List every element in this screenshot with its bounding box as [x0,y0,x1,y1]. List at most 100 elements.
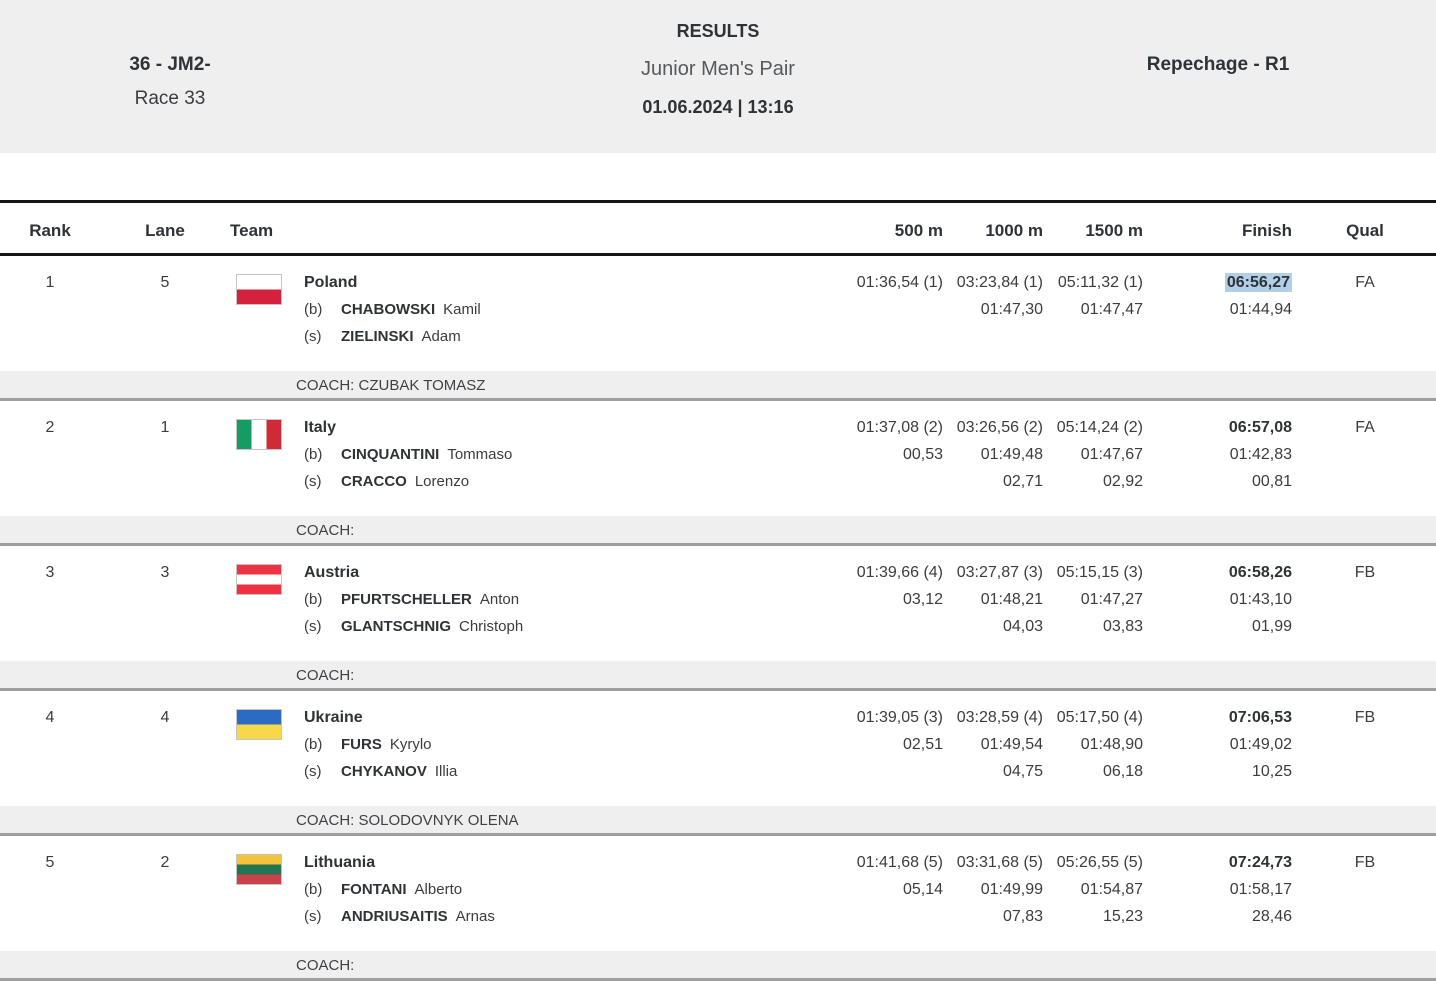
lane-cell: 2 [100,849,230,951]
lane-cell: 3 [100,559,230,661]
qual-value: FA [1355,419,1375,436]
results-table: Rank Lane Team 500 m 1000 m 1500 m Finis… [0,200,1436,981]
result-row: 4 4 Ukraine (b) FURS Kyrylo (s) CHYKANOV Ill… [0,691,1436,836]
result-row: 3 3 Austria (b) PFURTSCHELLER Anton (s) GLA… [0,546,1436,691]
team-text: Poland (b) CHABOWSKI Kamil (s) ZIELINSKI Ada… [304,269,481,371]
column-header-1000m: 1000 m [985,221,1043,240]
finish-time: 06:58,26 [1228,564,1292,581]
coach-row: COACH: [0,661,1436,691]
qual-value: FB [1354,709,1376,726]
seat-label: (s) [304,473,322,490]
coach-label: COACH: CZUBAK TOMASZ [296,377,486,394]
crew-last-name: CINQUANTINI [341,446,440,463]
crew-first-name: Kyrylo [389,736,432,753]
column-header-lane: Lane [145,221,185,240]
lane-value: 2 [160,854,170,871]
event-number: 36 - JM2- [129,53,211,75]
coach-row: COACH: SOLODOVNYK OLENA [0,806,1436,836]
race-identifier-block: 36 - JM2- Race 33 [0,0,340,153]
qual-cell: FB [1310,559,1436,661]
crew-first-name: Lorenzo [414,473,470,490]
finish-cell: 07:06,53 01:49,02 10,25 [1228,709,1292,780]
split-1000-cell: 03:26,56 (2) 01:49,48 02,71 [956,419,1043,490]
finish-cell: 07:24,73 01:58,17 28,46 [1228,854,1292,925]
split-500-cell: 01:36,54 (1) [856,274,943,291]
country-flag [236,564,282,595]
team-cell: Austria (b) PFURTSCHELLER Anton (s) GLANTSC… [230,559,823,661]
seat-label: (b) [304,446,323,463]
crew-last-name: CHYKANOV [341,763,427,780]
phase-block: Repechage - R1 [1000,0,1436,153]
crew-last-name: CRACCO [341,473,407,490]
table-body: 1 5 Poland (b) CHABOWSKI Kamil (s) ZIELINSK… [0,256,1436,981]
crew-member-stroke: (s) CRACCO Lorenzo [304,468,512,495]
crew-last-name: FONTANI [341,881,407,898]
seat-label: (s) [304,328,322,345]
lane-cell: 5 [100,269,230,371]
crew-first-name: Anton [479,591,520,608]
seat-label: (b) [304,736,323,753]
team-cell: Italy (b) CINQUANTINI Tommaso (s) CRACCO Lor… [230,414,823,516]
crew-first-name: Arnas [455,908,495,925]
split-500-cell: 01:37,08 (2) 00,53 [856,419,943,463]
finish-cell: 06:57,08 01:42,83 00,81 [1228,419,1292,490]
result-row: 1 5 Poland (b) CHABOWSKI Kamil (s) ZIELINSK… [0,256,1436,401]
rank-value: 4 [45,709,55,726]
column-header-qual: Qual [1346,221,1384,240]
column-header-1500m: 1500 m [1085,221,1143,240]
split-1500-cell: 05:26,55 (5) 01:54,87 15,23 [1056,854,1143,925]
column-header-team: Team [230,221,274,240]
qual-value: FB [1354,564,1376,581]
finish-time: 07:06,53 [1228,709,1292,726]
seat-label: (b) [304,591,323,608]
finish-time: 07:24,73 [1228,854,1292,871]
qual-cell: FA [1310,414,1436,516]
team-cell: Poland (b) CHABOWSKI Kamil (s) ZIELINSKI Ada… [230,269,823,371]
column-header-500m: 500 m [894,221,943,240]
rank-cell: 4 [0,704,100,806]
phase-label: Repechage - R1 [1146,54,1290,75]
crew-last-name: PFURTSCHELLER [341,591,472,608]
lane-value: 3 [160,564,170,581]
split-1000-cell: 03:28,59 (4) 01:49,54 04,75 [956,709,1043,780]
lane-cell: 1 [100,414,230,516]
coach-row: COACH: [0,951,1436,981]
crew-member-stroke: (s) ANDRIUSAITIS Arnas [304,903,495,930]
event-name: Junior Men's Pair [641,58,795,80]
finish-time: 06:56,27 [1224,273,1292,292]
qual-cell: FB [1310,704,1436,806]
crew-last-name: ZIELINSKI [341,328,414,345]
qual-value: FA [1355,274,1375,291]
crew-first-name: Kamil [443,301,481,318]
report-header: 36 - JM2- Race 33 RESULTS Junior Men's P… [0,0,1436,153]
team-text: Italy (b) CINQUANTINI Tommaso (s) CRACCO Lor… [304,414,512,516]
lane-cell: 4 [100,704,230,806]
lane-value: 1 [160,419,170,436]
seat-label: (b) [304,881,323,898]
crew-first-name: Alberto [414,881,463,898]
team-name: Austria [304,564,360,581]
lane-value: 5 [160,274,170,291]
seat-label: (s) [304,763,322,780]
finish-cell: 06:56,27 01:44,94 [1224,273,1292,318]
rank-value: 2 [45,419,55,436]
coach-label: COACH: [296,667,355,684]
crew-member-bow: (b) FURS Kyrylo [304,731,457,758]
crew-member-stroke: (s) GLANTSCHNIG Christoph [304,613,523,640]
team-name: Lithuania [304,854,376,871]
seat-label: (s) [304,618,322,635]
country-flag [236,854,282,885]
split-1500-cell: 05:15,15 (3) 01:47,27 03,83 [1056,564,1143,635]
race-label: Race 33 [134,87,206,109]
split-1000-cell: 03:27,87 (3) 01:48,21 04,03 [956,564,1043,635]
team-text: Austria (b) PFURTSCHELLER Anton (s) GLANTSC… [304,559,523,661]
team-name: Poland [304,274,358,291]
result-row: 5 2 Lithuania (b) FONTANI Alberto (s) ANDRI… [0,836,1436,981]
crew-member-stroke: (s) CHYKANOV Illia [304,758,457,785]
coach-label: COACH: SOLODOVNYK OLENA [296,812,519,829]
crew-member-stroke: (s) ZIELINSKI Adam [304,323,481,350]
qual-cell: FA [1310,269,1436,371]
finish-cell: 06:58,26 01:43,10 01,99 [1228,564,1292,635]
race-datetime: 01.06.2024 | 13:16 [642,97,794,117]
crew-last-name: FURS [341,736,382,753]
